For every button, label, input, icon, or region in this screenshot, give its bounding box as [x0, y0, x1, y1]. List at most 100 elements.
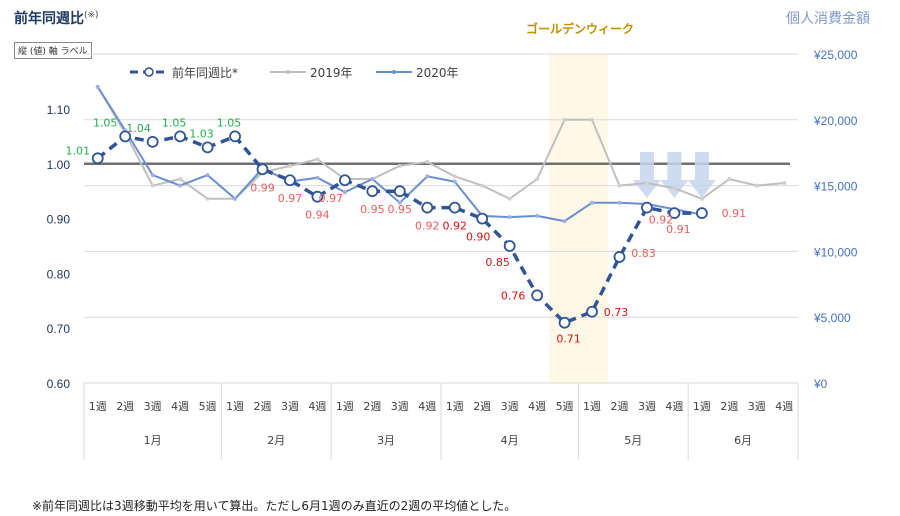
series-yoy-point — [119, 130, 132, 143]
data-label: 0.95 — [388, 203, 413, 216]
month-tick-label: 4月 — [501, 434, 519, 447]
week-tick-label: 3週 — [638, 400, 656, 413]
right-tick-label: ¥10,000 — [813, 245, 858, 259]
week-tick-label: 3週 — [501, 400, 519, 413]
golden-week-band — [548, 54, 608, 383]
series-2019-point — [507, 196, 512, 201]
week-tick-label: 4週 — [308, 400, 326, 413]
right-tick-label: ¥25,000 — [813, 48, 858, 62]
series-yoy-line — [96, 134, 702, 325]
series-2020-point — [315, 175, 320, 180]
data-label: 1.03 — [189, 127, 214, 140]
series-2019-point — [397, 163, 402, 168]
data-label: 0.73 — [604, 306, 629, 319]
data-label: 0.94 — [305, 209, 330, 222]
series-2020-point — [342, 190, 347, 195]
series-yoy-point — [366, 185, 379, 198]
series-yoy-point — [201, 141, 214, 154]
right-tick-label: ¥0 — [813, 377, 828, 391]
legend-label-yoy: 前年同週比* — [172, 65, 238, 80]
series-2019-point — [699, 196, 704, 201]
week-tick-label: 3週 — [391, 400, 409, 413]
week-tick-label: 1週 — [693, 400, 711, 413]
data-label: 0.85 — [485, 256, 510, 269]
week-tick-label: 3週 — [281, 400, 299, 413]
series-yoy-point — [229, 130, 241, 143]
series-yoy-point — [174, 130, 187, 143]
week-tick-label: 4週 — [418, 400, 436, 413]
data-label: 0.91 — [722, 207, 747, 220]
week-tick-label: 4週 — [171, 400, 189, 413]
data-label: 0.71 — [556, 333, 581, 346]
right-tick-label: ¥20,000 — [813, 114, 858, 128]
week-tick-label: 2週 — [116, 400, 134, 413]
data-label: 1.05 — [217, 116, 242, 129]
week-tick-label: 5週 — [199, 400, 217, 413]
week-tick-label: 1週 — [89, 400, 107, 413]
week-tick-label: 2週 — [720, 400, 738, 413]
series-2020-point — [590, 200, 595, 205]
series-2019-line — [96, 86, 785, 200]
week-tick-label: 3週 — [144, 400, 162, 413]
series-yoy-point — [448, 201, 461, 214]
week-tick-label: 4週 — [528, 400, 546, 413]
data-label: 1.05 — [93, 116, 118, 129]
series-yoy-point — [393, 185, 406, 198]
data-label: 1.05 — [162, 116, 187, 129]
left-tick-label: 0.70 — [47, 322, 71, 336]
month-tick-label: 3月 — [377, 434, 395, 447]
week-tick-label: 1週 — [446, 400, 464, 413]
series-yoy-point — [476, 212, 489, 225]
series-2020-point — [425, 174, 430, 179]
week-tick-label: 1週 — [226, 400, 244, 413]
series-yoy-point — [284, 174, 296, 187]
chart-title-text: 前年同週比 — [14, 11, 84, 27]
series-yoy-point — [613, 251, 626, 263]
series-2020-point — [535, 213, 540, 218]
series-2020-point — [562, 219, 567, 224]
left-tick-label: 0.60 — [47, 377, 71, 391]
series-2019-point — [617, 183, 622, 188]
right-axis-title: 個人消費金額 — [786, 11, 870, 27]
right-tick-label: ¥5,000 — [813, 311, 851, 325]
series-2019-point — [644, 180, 649, 185]
series-2020-point — [452, 179, 457, 184]
data-label: 0.97 — [319, 192, 344, 205]
down-arrow-icon — [632, 152, 661, 198]
series-2019-point — [535, 177, 540, 182]
series-2019-point — [480, 183, 485, 188]
week-tick-label: 2週 — [254, 400, 272, 413]
series-yoy-point — [668, 207, 681, 220]
series-yoy-point — [695, 207, 708, 220]
series-yoy-point — [641, 201, 653, 214]
left-tick-label: 0.80 — [47, 267, 71, 281]
series-yoy-point — [503, 240, 516, 252]
chart-title-note: (※) — [84, 10, 99, 21]
legend-label-2019: 2019年 — [310, 66, 353, 80]
footnote: ※前年同週比は3週移動平均を用いて算出。ただし6月1週のみ直近の2週の平均値とし… — [32, 499, 517, 513]
data-label: 0.92 — [649, 214, 674, 227]
data-label: 0.76 — [501, 289, 526, 302]
week-tick-label: 1週 — [583, 400, 601, 413]
series-2020-point — [205, 173, 210, 178]
week-tick-label: 2週 — [473, 400, 491, 413]
data-label: 1.01 — [65, 144, 90, 157]
week-tick-label: 1週 — [336, 400, 354, 413]
month-tick-label: 5月 — [624, 434, 642, 447]
data-label: 0.90 — [466, 231, 491, 244]
series-2019-point — [150, 183, 155, 188]
legend-marker-2019 — [286, 70, 290, 74]
left-tick-label: 0.90 — [47, 213, 71, 227]
down-arrow-icon — [687, 152, 716, 198]
week-tick-label: 2週 — [611, 400, 629, 413]
data-label: 0.92 — [415, 220, 440, 233]
data-label: 1.04 — [126, 122, 151, 135]
left-tick-label: 1.00 — [47, 158, 71, 172]
series-yoy-point — [531, 289, 544, 302]
left-axis-label: 縦 (値) 軸 ラベル — [14, 42, 92, 59]
golden-week-label: ゴールデンウィーク — [525, 22, 634, 36]
legend-marker-yoy — [144, 67, 154, 77]
series-yoy-point — [338, 174, 351, 187]
series-2019-point — [590, 117, 595, 122]
